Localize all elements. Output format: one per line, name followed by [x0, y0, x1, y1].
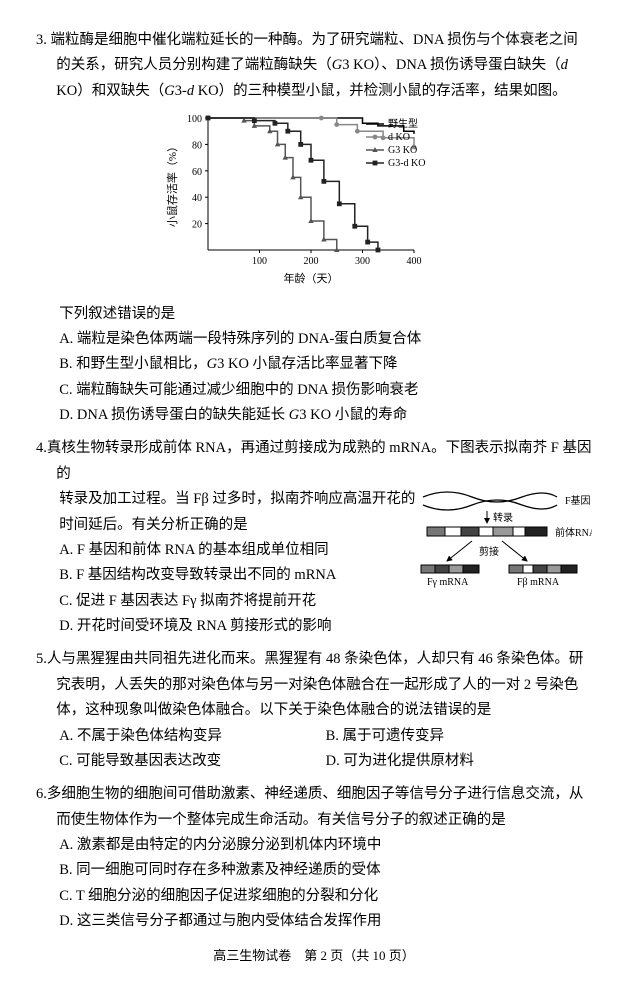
q5-options: A. 不属于染色体结构变异 B. 属于可遗传变异 C. 可能导致基因表达改变 D… [36, 724, 592, 775]
q5-num: 5. [36, 651, 47, 667]
q6-num: 6. [36, 786, 47, 802]
q4-options: A. F 基因和前体 RNA 的基本组成单位相同 B. F 基因结构改变导致转录… [36, 538, 417, 640]
svg-text:400: 400 [407, 256, 422, 267]
q6-opt-d: D. 这三类信号分子都通过与胞内受体结合发挥作用 [59, 909, 592, 934]
svg-text:F基因: F基因 [565, 494, 591, 507]
q5-opt-d: D. 可为进化提供原材料 [326, 749, 592, 774]
svg-text:小鼠存活率（%）: 小鼠存活率（%） [165, 141, 179, 227]
q4-diagram-svg: F基因 转录 前体RNA 剪接 [417, 487, 592, 607]
q3-opt-c: C. 端粒酶缺失可能通过减少细胞中的 DNA 损伤影响衰老 [59, 378, 592, 403]
svg-text:80: 80 [192, 141, 202, 152]
question-5: 5.人与黑猩猩由共同祖先进化而来。黑猩猩有 48 条染色体，人却只有 46 条染… [36, 647, 592, 774]
q4-num: 4. [36, 440, 47, 456]
q5-opt-b: B. 属于可遗传变异 [326, 724, 592, 749]
svg-text:100: 100 [252, 256, 267, 267]
question-4: 4.真核生物转录形成前体 RNA，再通过剪接成为成熟的 mRNA。下图表示拟南芥… [36, 436, 592, 639]
question-3: 3. 端粒酶是细胞中催化端粒延长的一种酶。为了研究端粒、DNA 损伤与个体衰老之… [36, 28, 592, 428]
q6-opt-a: A. 激素都是由特定的内分泌腺分泌到机体内环境中 [59, 833, 592, 858]
svg-text:20: 20 [192, 220, 202, 231]
svg-text:野生型: 野生型 [388, 117, 418, 130]
q3-num: 3. [36, 32, 47, 48]
svg-text:G3-d KO: G3-d KO [388, 158, 426, 169]
svg-text:300: 300 [355, 256, 370, 267]
q5-stem: 5.人与黑猩猩由共同祖先进化而来。黑猩猩有 48 条染色体，人却只有 46 条染… [36, 647, 592, 723]
svg-text:Fγ mRNA: Fγ mRNA [427, 577, 469, 588]
q4-opt-d: D. 开花时间受环境及 RNA 剪接形式的影响 [59, 614, 417, 639]
svg-text:转录: 转录 [493, 511, 513, 524]
svg-text:Fβ mRNA: Fβ mRNA [517, 577, 560, 588]
q3-opt-d: D. DNA 损伤诱导蛋白的缺失能延长 G3 KO 小鼠的寿命 [59, 403, 592, 428]
q3-opt-a: A. 端粒是染色体两端一段特殊序列的 DNA-蛋白质复合体 [59, 327, 592, 352]
svg-text:40: 40 [192, 193, 202, 204]
svg-text:d KO: d KO [388, 132, 410, 143]
q4-opt-c: C. 促进 F 基因表达 Fγ 拟南芥将提前开花 [59, 589, 417, 614]
q4-diagram: F基因 转录 前体RNA 剪接 [417, 487, 592, 607]
q3-opt-b: B. 和野生型小鼠相比，G3 KO 小鼠存活比率显著下降 [59, 352, 592, 377]
svg-text:200: 200 [304, 256, 319, 267]
question-6: 6.多细胞生物的细胞间可借助激素、神经递质、细胞因子等信号分子进行信息交流，从而… [36, 782, 592, 934]
q3-prompt: 下列叙述错误的是 [36, 302, 592, 327]
q4-stem-a: 4.真核生物转录形成前体 RNA，再通过剪接成为成熟的 mRNA。下图表示拟南芥… [36, 436, 592, 487]
survival-chart-svg: 20 40 60 80 100 100 200 300 400 年龄（天） 小鼠存活率（%） 野生型 d… [164, 110, 464, 286]
svg-text:前体RNA: 前体RNA [555, 526, 592, 539]
q6-options: A. 激素都是由特定的内分泌腺分泌到机体内环境中 B. 同一细胞可同时存在多种激… [36, 833, 592, 935]
page-footer: 高三生物试卷 第 2 页（共 10 页） [36, 945, 592, 968]
q4-opt-b: B. F 基因结构改变导致转录出不同的 mRNA [59, 563, 417, 588]
q5-opt-a: A. 不属于染色体结构变异 [59, 724, 325, 749]
svg-text:剪接: 剪接 [479, 545, 499, 558]
q3-stem: 3. 端粒酶是细胞中催化端粒延长的一种酶。为了研究端粒、DNA 损伤与个体衰老之… [36, 28, 592, 104]
q4-opt-a: A. F 基因和前体 RNA 的基本组成单位相同 [59, 538, 417, 563]
q3-options: A. 端粒是染色体两端一段特殊序列的 DNA-蛋白质复合体 B. 和野生型小鼠相… [36, 327, 592, 429]
q4-stem-b: 转录及加工过程。当 Fβ 过多时，拟南芥响应高温开花的时间延后。有关分析正确的是 [36, 487, 417, 538]
svg-text:100: 100 [187, 114, 202, 125]
svg-text:60: 60 [192, 167, 202, 178]
q3-chart: 20 40 60 80 100 100 200 300 400 年龄（天） 小鼠存活率（%） 野生型 d… [36, 110, 592, 295]
q5-opt-c: C. 可能导致基因表达改变 [59, 749, 325, 774]
q6-opt-b: B. 同一细胞可同时存在多种激素及神经递质的受体 [59, 858, 592, 883]
svg-text:G3 KO: G3 KO [388, 145, 417, 156]
q6-opt-c: C. T 细胞分泌的细胞因子促进浆细胞的分裂和分化 [59, 884, 592, 909]
svg-text:年龄（天）: 年龄（天） [284, 271, 339, 285]
q6-stem: 6.多细胞生物的细胞间可借助激素、神经递质、细胞因子等信号分子进行信息交流，从而… [36, 782, 592, 833]
